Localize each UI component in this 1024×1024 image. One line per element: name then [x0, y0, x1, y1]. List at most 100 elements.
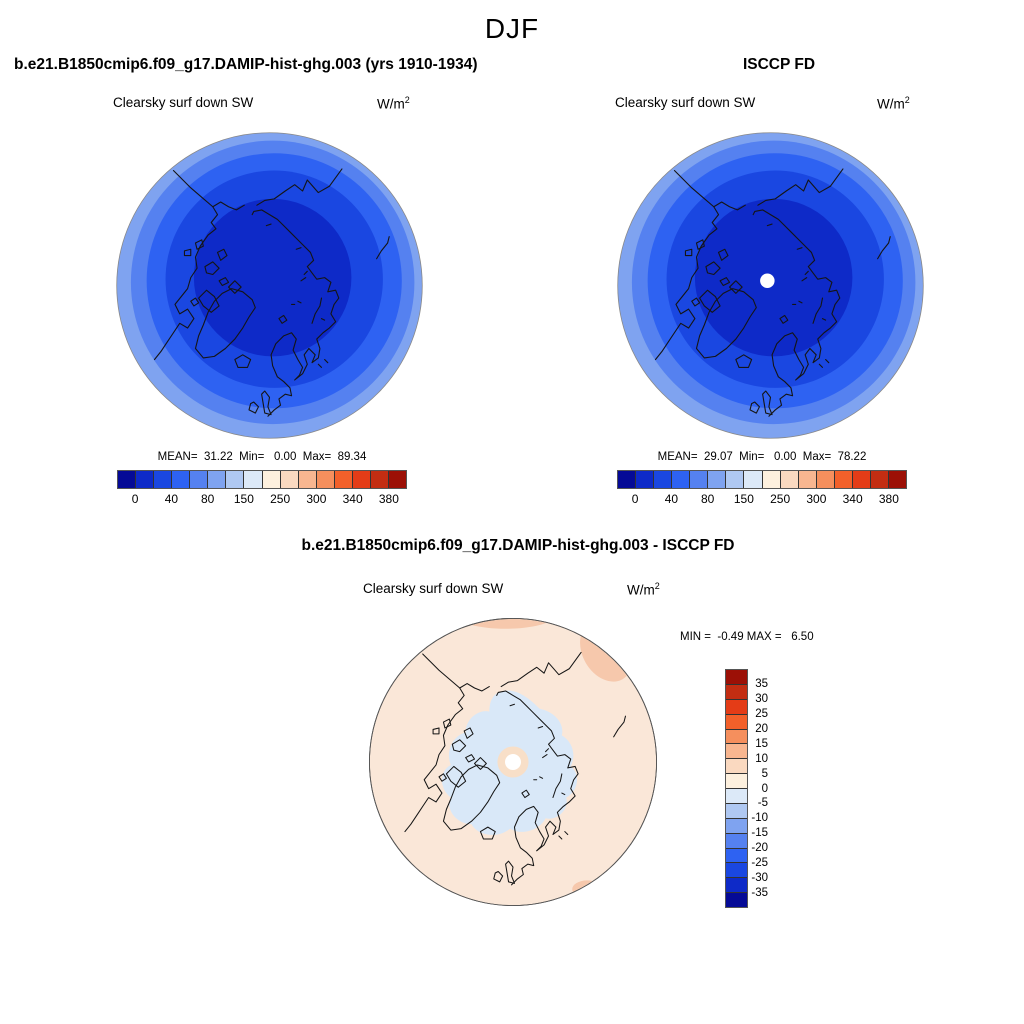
colorbar-segment	[834, 471, 853, 488]
model-map	[116, 132, 423, 439]
colorbar-tick-label: 35	[755, 677, 768, 690]
colorbar-tick-label: 300	[806, 492, 827, 506]
colorbar-segment	[352, 471, 371, 488]
colorbar-segment	[244, 471, 263, 488]
model-header: b.e21.B1850cmip6.f09_g17.DAMIP-hist-ghg.…	[14, 56, 478, 73]
colorbar-tick-label: -5	[757, 797, 768, 810]
colorbar-segment	[726, 759, 747, 775]
colorbar-tick-label: -20	[751, 842, 768, 855]
model-ring-1	[193, 198, 352, 357]
colorbar-tick-label: 340	[842, 492, 863, 506]
colorbar-segment	[726, 893, 747, 907]
diff-units-exp: 2	[654, 581, 660, 591]
colorbar-segment	[636, 471, 655, 488]
colorbar-segment	[726, 818, 747, 834]
colorbar-tick-label: 30	[755, 692, 768, 705]
model-units-exp: 2	[404, 95, 410, 105]
colorbar-segment	[672, 471, 691, 488]
diff-map	[368, 617, 658, 907]
obs-pole-hole	[760, 273, 775, 289]
diff-map-rim	[368, 617, 658, 907]
colorbar-tick-label: -15	[751, 827, 768, 840]
colorbar-segment	[226, 471, 245, 488]
colorbar-tick-label: 380	[878, 492, 899, 506]
obs-units: W/m2	[877, 95, 910, 112]
colorbar-tick-label: 0	[761, 782, 768, 795]
colorbar-segment	[388, 471, 406, 488]
colorbar-segment	[816, 471, 835, 488]
colorbar-tick-label: 300	[306, 492, 327, 506]
colorbar-segment	[172, 471, 191, 488]
colorbar-segment	[726, 803, 747, 819]
colorbar-tick-label: 10	[755, 752, 768, 765]
colorbar-tick-label: -30	[751, 872, 768, 885]
colorbar-segment	[618, 471, 637, 488]
colorbar-segment	[780, 471, 799, 488]
colorbar-tick-label: 40	[664, 492, 679, 506]
page-title: DJF	[484, 13, 540, 44]
colorbar-segment	[118, 471, 137, 488]
obs-stats: MEAN= 29.07 Min= 0.00 Max= 78.22	[657, 451, 867, 463]
colorbar-tick-label: 0	[131, 492, 139, 506]
colorbar-segment	[726, 684, 747, 700]
colorbar-tick-label: 15	[755, 737, 768, 750]
colorbar-tick-label: 150	[233, 492, 254, 506]
diff-units-base: W/m	[627, 582, 655, 598]
model-units-base: W/m	[377, 96, 405, 112]
colorbar-tick-label: -10	[751, 812, 768, 825]
colorbar-segment	[762, 471, 781, 488]
colorbar-tick-label: 80	[700, 492, 715, 506]
colorbar-tick-label: -35	[751, 887, 768, 900]
colorbar-tick-label: 25	[755, 707, 768, 720]
colorbar-segment	[798, 471, 817, 488]
model-subtitle: Clearsky surf down SW	[113, 95, 254, 110]
colorbar-tick-label: 380	[378, 492, 399, 506]
colorbar-segment	[136, 471, 155, 488]
colorbar-tick-label: 20	[755, 722, 768, 735]
colorbar-segment	[726, 471, 745, 488]
diff-positive-patch-bottomright	[572, 880, 602, 899]
colorbar-segment	[726, 729, 747, 745]
colorbar-segment	[744, 471, 763, 488]
colorbar-tick-label: 150	[733, 492, 754, 506]
colorbar-tick-label: 250	[270, 492, 291, 506]
colorbar-tick-label: 0	[631, 492, 639, 506]
colorbar-segment	[726, 789, 747, 804]
colorbar-segment	[852, 471, 871, 488]
colorbar-segment	[708, 471, 727, 488]
obs-map	[617, 132, 924, 439]
obs-header: ISCCP FD	[742, 56, 816, 73]
colorbar-tick-label: 340	[342, 492, 363, 506]
diff-header: b.e21.B1850cmip6.f09_g17.DAMIP-hist-ghg.…	[301, 537, 735, 554]
colorbar-segment	[154, 471, 173, 488]
colorbar-segment	[208, 471, 227, 488]
colorbar-segment	[726, 699, 747, 715]
obs-units-exp: 2	[904, 95, 910, 105]
colorbar-segment	[726, 774, 747, 789]
model-stats: MEAN= 31.22 Min= 0.00 Max= 89.34	[157, 451, 367, 463]
diff-colorbar-labels: 35 30 25 20 15 10 5 0 -5 -10 -15 -20 -25 -30 -35	[740, 669, 768, 908]
colorbar-tick-label: 80	[200, 492, 215, 506]
diff-units: W/m2	[627, 581, 660, 598]
obs-colorbar	[617, 470, 907, 489]
colorbar-segment	[262, 471, 281, 488]
model-colorbar	[117, 470, 407, 489]
obs-units-base: W/m	[877, 96, 905, 112]
colorbar-tick-label: 5	[761, 767, 768, 780]
model-colorbar-ticks: 0 40 80 150 250 300 340 380	[117, 492, 407, 506]
colorbar-segment	[690, 471, 709, 488]
diff-subtitle: Clearsky surf down SW	[363, 581, 504, 596]
colorbar-tick-label: 250	[770, 492, 791, 506]
colorbar-segment	[726, 714, 747, 730]
colorbar-segment	[726, 670, 747, 685]
colorbar-segment	[726, 744, 747, 760]
colorbar-segment	[654, 471, 673, 488]
colorbar-segment	[726, 863, 747, 879]
colorbar-tick-label: -25	[751, 857, 768, 870]
colorbar-tick-label: 40	[164, 492, 179, 506]
model-units: W/m2	[377, 95, 410, 112]
colorbar-segment	[870, 471, 889, 488]
colorbar-segment	[726, 878, 747, 894]
diff-colorbar	[725, 669, 748, 908]
